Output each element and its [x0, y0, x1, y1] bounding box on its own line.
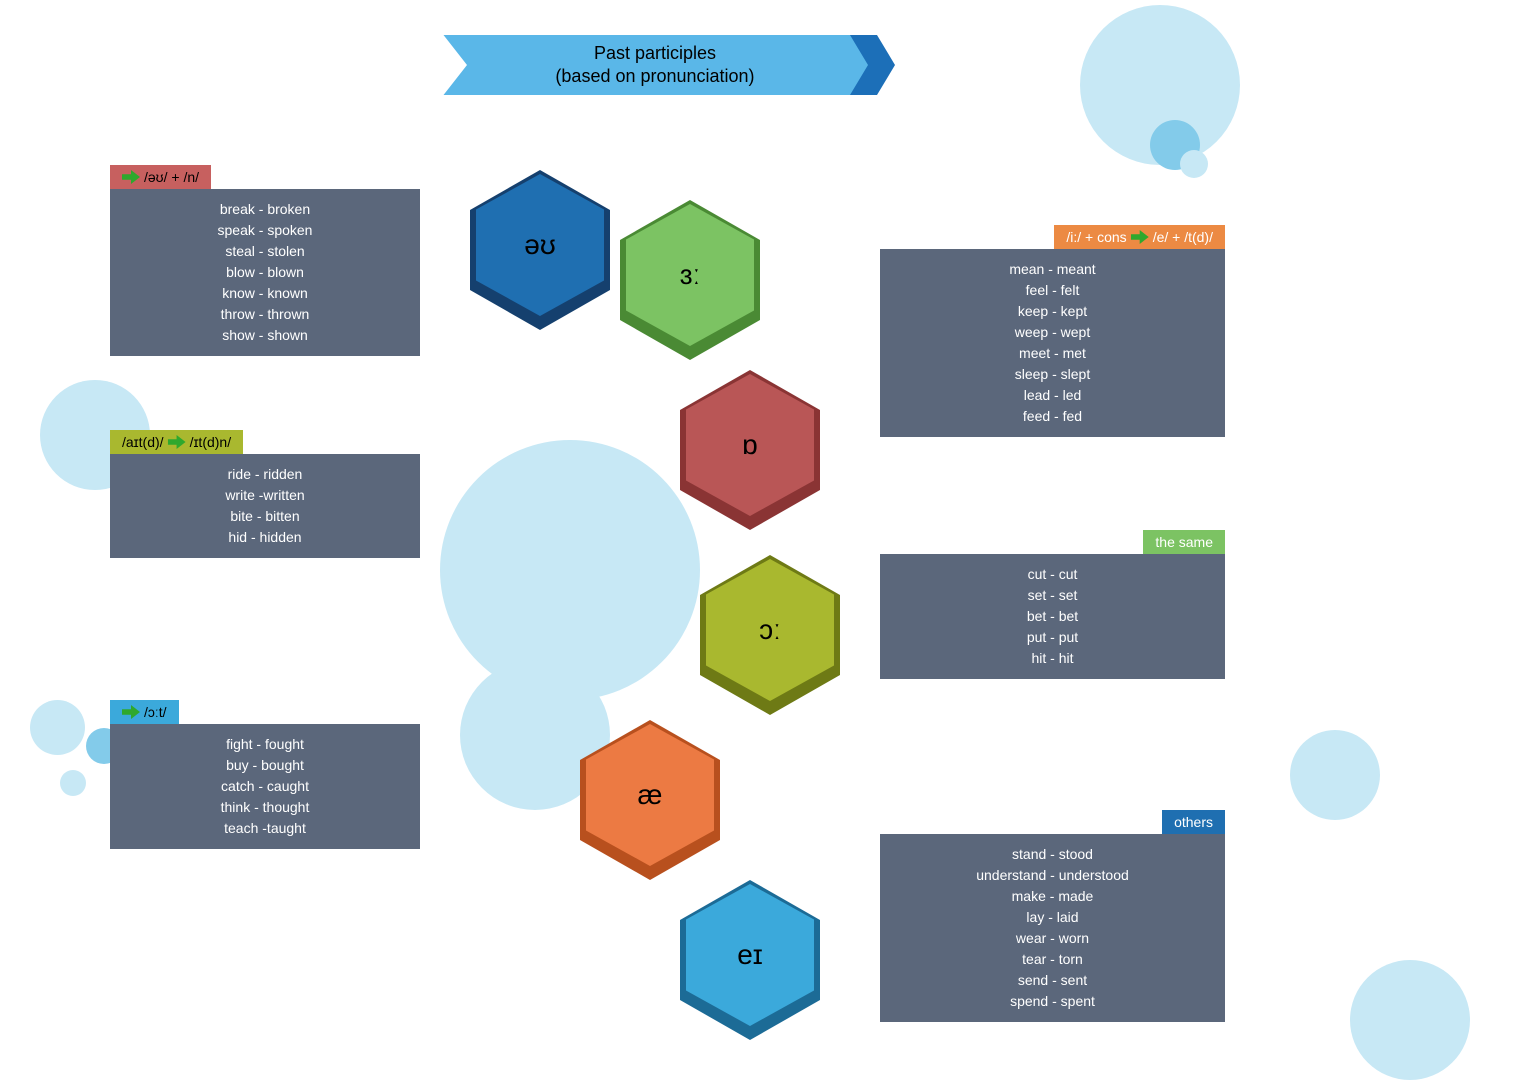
card-body: stand - stoodunderstand - understoodmake… — [880, 834, 1225, 1022]
card-item: break - broken — [126, 199, 404, 220]
tab-text: the same — [1155, 534, 1213, 550]
card-item: hit - hit — [896, 648, 1209, 669]
card-item: sleep - slept — [896, 364, 1209, 385]
card-item: catch - caught — [126, 776, 404, 797]
card-tab: /əʊ/ + /n/ — [110, 165, 211, 189]
card-item: make - made — [896, 886, 1209, 907]
card-item: steal - stolen — [126, 241, 404, 262]
bg-circle — [440, 440, 700, 700]
card-item: lay - laid — [896, 907, 1209, 928]
card-tab: /ɔːt/ — [110, 700, 179, 724]
arrow-icon — [122, 705, 140, 719]
tab-text: /i:/ + cons — [1066, 229, 1126, 245]
card-item: feel - felt — [896, 280, 1209, 301]
card-body: break - brokenspeak - spokensteal - stol… — [110, 189, 420, 356]
bg-circle — [1290, 730, 1380, 820]
title-banner: Past participles (based on pronunciation… — [420, 35, 890, 95]
card-tab: /aɪt(d)/ /ɪt(d)n/ — [110, 430, 243, 454]
arrow-icon — [1131, 230, 1149, 244]
title-line2: (based on pronunciation) — [555, 66, 754, 86]
card-item: put - put — [896, 627, 1209, 648]
tab-text: others — [1174, 814, 1213, 830]
hexagon-æ: æ — [580, 720, 720, 880]
bg-circle — [60, 770, 86, 796]
card-item: tear - torn — [896, 949, 1209, 970]
hexagon-əʊ: əʊ — [470, 170, 610, 330]
card-item: buy - bought — [126, 755, 404, 776]
card-c5: the same cut - cutset - setbet - betput -… — [880, 530, 1225, 679]
card-tab: /i:/ + cons/e/ + /t(d)/ — [1054, 225, 1225, 249]
card-body: ride - riddenwrite -writtenbite - bitten… — [110, 454, 420, 558]
card-item: weep - wept — [896, 322, 1209, 343]
card-body: cut - cutset - setbet - betput - puthit … — [880, 554, 1225, 679]
card-c2: /aɪt(d)/ /ɪt(d)n/ride - riddenwrite -writ… — [110, 430, 420, 558]
card-item: mean - meant — [896, 259, 1209, 280]
bg-circle — [1350, 960, 1470, 1080]
card-item: send - sent — [896, 970, 1209, 991]
card-item: understand - understood — [896, 865, 1209, 886]
card-c4: /i:/ + cons/e/ + /t(d)/mean - meantfeel … — [880, 225, 1225, 437]
card-item: lead - led — [896, 385, 1209, 406]
card-item: write -written — [126, 485, 404, 506]
bg-circle — [1150, 120, 1200, 170]
card-item: know - known — [126, 283, 404, 304]
hexagon-ɔː: ɔː — [700, 555, 840, 715]
card-item: keep - kept — [896, 301, 1209, 322]
card-c6: others stand - stoodunderstand - understo… — [880, 810, 1225, 1022]
tab-text: /e/ + /t(d)/ — [1153, 229, 1213, 245]
card-item: blow - blown — [126, 262, 404, 283]
card-item: feed - fed — [896, 406, 1209, 427]
card-item: stand - stood — [896, 844, 1209, 865]
title-line1: Past participles — [594, 43, 716, 63]
card-body: mean - meantfeel - feltkeep - keptweep -… — [880, 249, 1225, 437]
tab-text: /aɪt(d)/ — [122, 434, 164, 450]
tab-text: /ɔːt/ — [144, 704, 167, 720]
card-body: fight - foughtbuy - boughtcatch - caught… — [110, 724, 420, 849]
card-tab: others — [1162, 810, 1225, 834]
card-item: ride - ridden — [126, 464, 404, 485]
card-item: spend - spent — [896, 991, 1209, 1012]
card-item: throw - thrown — [126, 304, 404, 325]
card-item: hid - hidden — [126, 527, 404, 548]
hexagon-ɜː: ɜː — [620, 200, 760, 360]
card-c1: /əʊ/ + /n/break - brokenspeak - spokenst… — [110, 165, 420, 356]
tab-text: /ɪt(d)n/ — [190, 434, 232, 450]
card-item: cut - cut — [896, 564, 1209, 585]
card-item: fight - fought — [126, 734, 404, 755]
card-item: bet - bet — [896, 606, 1209, 627]
hexagon-eɪ: eɪ — [680, 880, 820, 1040]
card-item: think - thought — [126, 797, 404, 818]
arrow-icon — [168, 435, 186, 449]
hexagon-ɒ: ɒ — [680, 370, 820, 530]
bg-circle — [30, 700, 85, 755]
card-c3: /ɔːt/fight - foughtbuy - boughtcatch - c… — [110, 700, 420, 849]
card-item: teach -taught — [126, 818, 404, 839]
card-tab: the same — [1143, 530, 1225, 554]
bg-circle — [1180, 150, 1208, 178]
card-item: set - set — [896, 585, 1209, 606]
tab-text: /əʊ/ + /n/ — [144, 169, 199, 185]
arrow-icon — [122, 170, 140, 184]
card-item: speak - spoken — [126, 220, 404, 241]
card-item: bite - bitten — [126, 506, 404, 527]
card-item: meet - met — [896, 343, 1209, 364]
card-item: wear - worn — [896, 928, 1209, 949]
bg-circle — [1080, 5, 1240, 165]
card-item: show - shown — [126, 325, 404, 346]
